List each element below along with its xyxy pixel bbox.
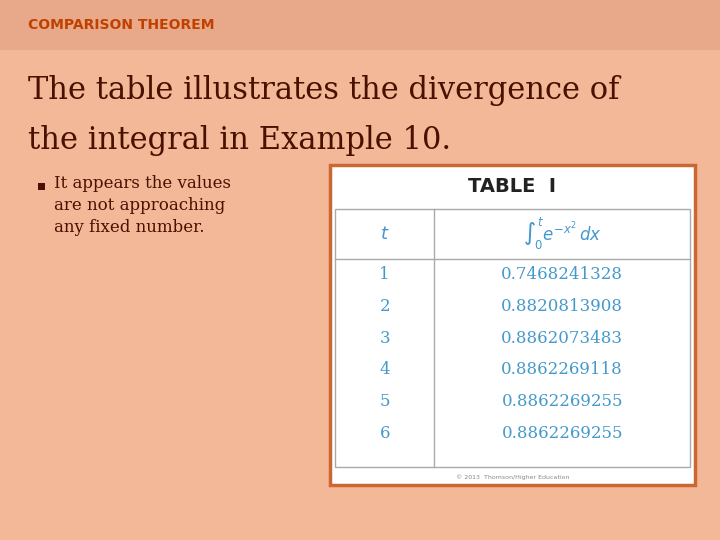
Text: 0.8862073483: 0.8862073483: [501, 329, 624, 347]
Text: 5: 5: [379, 393, 390, 410]
Text: The table illustrates the divergence of: The table illustrates the divergence of: [28, 75, 619, 106]
Bar: [38, 183, 45, 190]
Text: TABLE  I: TABLE I: [469, 178, 557, 197]
Text: 0.8862269255: 0.8862269255: [501, 393, 623, 410]
Bar: [335, 209, 690, 467]
Text: It appears the values: It appears the values: [54, 176, 231, 192]
Text: any fixed number.: any fixed number.: [54, 219, 204, 237]
Text: COMPARISON THEOREM: COMPARISON THEOREM: [28, 18, 215, 32]
Text: 0.8820813908: 0.8820813908: [501, 298, 624, 315]
Text: 1: 1: [379, 266, 390, 284]
Text: 3: 3: [379, 329, 390, 347]
Text: 0.8862269118: 0.8862269118: [501, 361, 623, 379]
Text: 0.8862269255: 0.8862269255: [501, 424, 623, 442]
Text: the integral in Example 10.: the integral in Example 10.: [28, 125, 451, 156]
Text: 4: 4: [379, 361, 390, 379]
Text: $t$: $t$: [380, 225, 390, 243]
Text: 0.7468241328: 0.7468241328: [501, 266, 624, 284]
Bar: [330, 165, 695, 485]
Text: 2: 2: [379, 298, 390, 315]
Text: are not approaching: are not approaching: [54, 198, 225, 214]
Text: $\int_0^t e^{-x^2}\,dx$: $\int_0^t e^{-x^2}\,dx$: [523, 216, 602, 252]
Text: © 2013  Thomson/Higher Education: © 2013 Thomson/Higher Education: [456, 474, 570, 480]
Text: 6: 6: [379, 424, 390, 442]
Bar: [0, 0, 720, 50]
